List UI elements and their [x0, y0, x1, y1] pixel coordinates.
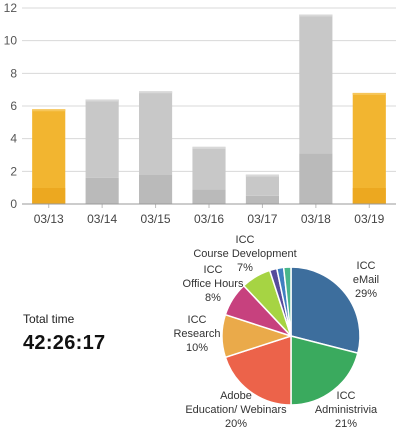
bar-segment-03/18-s1[interactable] — [299, 14, 333, 154]
pie-label-1: ICC — [337, 390, 356, 402]
bar-top-edge — [352, 92, 386, 95]
y-tick-label: 12 — [4, 1, 18, 15]
x-tick-label: 03/18 — [301, 212, 331, 226]
pie-slice-5[interactable] — [242, 269, 292, 337]
bar-segment-03/14-s1[interactable] — [85, 99, 119, 178]
pie-label-3: ICC — [188, 314, 207, 326]
x-tick-label: 03/14 — [87, 212, 117, 226]
pie-slice-0[interactable] — [290, 266, 361, 355]
pie-label-1: 21% — [335, 418, 357, 430]
x-tick-label: 03/19 — [354, 212, 384, 226]
x-tick-label: 03/16 — [194, 212, 224, 226]
bar-segment-03/17-s1[interactable] — [245, 174, 279, 196]
bar-top-edge — [85, 99, 119, 102]
bar-segment-03/17-s0[interactable] — [245, 195, 279, 204]
pie-label-0: ICC — [357, 260, 376, 272]
bar-top-edge — [139, 91, 173, 94]
pie-slice-8[interactable] — [282, 266, 292, 337]
pie-label-2: 20% — [225, 418, 247, 430]
pie-slice-6[interactable] — [268, 267, 292, 337]
bar-top-edge — [32, 109, 66, 112]
pie-label-3: 10% — [186, 342, 208, 354]
pie-label-4: 8% — [205, 292, 221, 304]
bar-top-edge — [245, 174, 279, 177]
bar-segment-03/18-s0[interactable] — [299, 153, 333, 204]
bar-top-edge — [192, 146, 226, 149]
pie-label-5: 7% — [237, 262, 253, 274]
bar-segment-03/15-s1[interactable] — [139, 91, 173, 175]
total-time-summary: Total time 42:26:17 — [23, 312, 105, 355]
bar-segment-03/16-s0[interactable] — [192, 189, 226, 204]
bar-segment-03/14-s0[interactable] — [85, 177, 119, 204]
pie-slice-2[interactable] — [224, 334, 292, 406]
pie-label-0: eMail — [353, 274, 379, 286]
bar-segment-03/16-s1[interactable] — [192, 146, 226, 190]
y-tick-label: 6 — [10, 99, 17, 113]
pie-slice-7[interactable] — [275, 266, 292, 337]
x-tick-label: 03/17 — [247, 212, 277, 226]
y-tick-label: 0 — [10, 197, 17, 211]
y-tick-label: 8 — [10, 66, 17, 80]
pie-label-4: ICC — [204, 264, 223, 276]
pie-slice-1[interactable] — [290, 335, 359, 406]
daily-bar-chart: 0 2 4 6 8 10 12 03/13 03/14 03/15 03/16 03/17 03/18 0… — [4, 1, 396, 226]
bar-segment-03/15-s0[interactable] — [139, 174, 173, 204]
total-time-label: Total time — [23, 312, 75, 326]
y-tick-label: 10 — [4, 34, 18, 48]
x-tick-label: 03/15 — [141, 212, 171, 226]
pie-label-0: 29% — [355, 288, 377, 300]
bar-base-shade — [352, 188, 386, 204]
y-tick-label: 2 — [10, 164, 17, 178]
y-tick-label: 4 — [10, 132, 17, 146]
pie-label-5: ICC — [236, 234, 255, 246]
bar-segment-03/19-s1[interactable] — [352, 92, 386, 204]
pie-label-3: Research — [173, 328, 220, 340]
pie-slice-3[interactable] — [221, 313, 294, 359]
pie-label-2: Adobe — [220, 390, 252, 402]
pie-label-5: Course Development — [193, 248, 296, 260]
pie-label-2: Education/ Webinars — [185, 404, 287, 416]
pie-label-4: Office Hours — [183, 278, 244, 290]
bar-top-edge — [299, 14, 333, 17]
total-time-value: 42:26:17 — [23, 332, 106, 354]
pie-label-1: Administrivia — [315, 404, 378, 416]
bar-base-shade — [32, 188, 66, 204]
x-tick-label: 03/13 — [34, 212, 64, 226]
pie-slice-4[interactable] — [224, 284, 292, 337]
